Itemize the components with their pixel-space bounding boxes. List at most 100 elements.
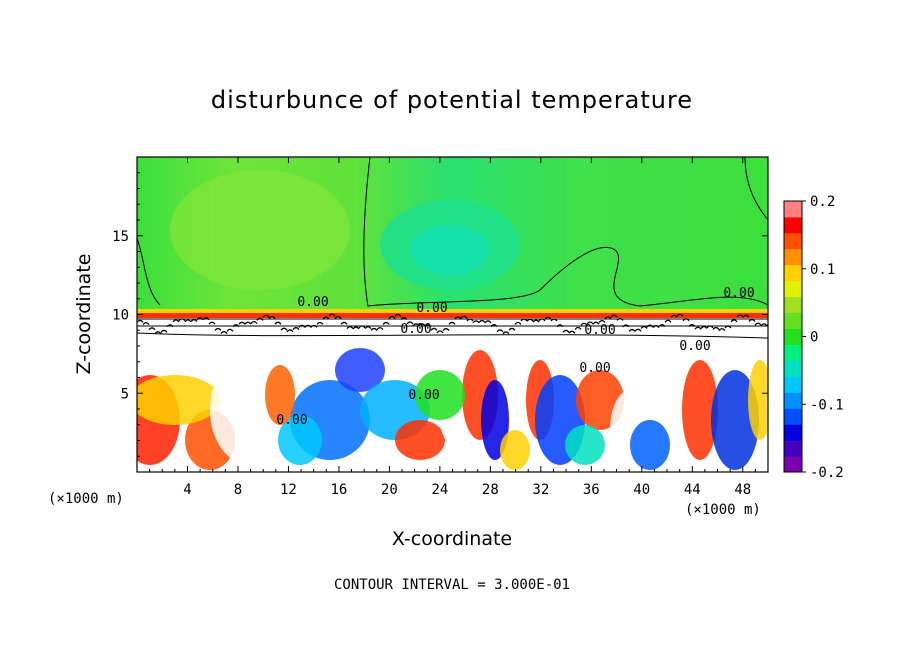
colorbar-swatch bbox=[784, 201, 802, 218]
contour-squiggle bbox=[154, 331, 162, 335]
contour-squiggle bbox=[676, 313, 684, 317]
y-axis-label: Z-coordinate bbox=[73, 253, 95, 375]
band-red bbox=[137, 313, 768, 318]
x-tick-label: 48 bbox=[734, 482, 751, 498]
field-blob bbox=[415, 370, 465, 420]
contour-lines bbox=[137, 157, 768, 339]
contour-squiggle bbox=[460, 315, 468, 319]
contour-line bbox=[137, 237, 161, 306]
contour-squiggle bbox=[532, 319, 540, 323]
contour-squiggle bbox=[214, 327, 222, 331]
colorbar-swatch bbox=[784, 424, 802, 441]
contour-squiggle bbox=[712, 326, 720, 330]
contour-line bbox=[744, 157, 768, 221]
contour-squiggle bbox=[562, 329, 570, 333]
field-blob bbox=[278, 415, 322, 465]
contour-squiggle bbox=[760, 323, 768, 327]
contour-squiggle bbox=[292, 327, 300, 330]
contour-squiggle bbox=[280, 327, 288, 331]
x-tick-label: 20 bbox=[381, 482, 398, 498]
x-tick-label: 36 bbox=[583, 482, 600, 498]
x-tick-label: 16 bbox=[330, 482, 347, 498]
contour-squiggle bbox=[304, 324, 312, 328]
contour-squiggle bbox=[262, 314, 270, 318]
contour-label: 0.00 bbox=[584, 323, 615, 338]
contour-squiggle bbox=[316, 321, 324, 325]
colorbar-tick-label: -0.2 bbox=[810, 465, 844, 481]
contour-squiggle bbox=[694, 326, 702, 330]
contour-squiggle bbox=[370, 327, 378, 331]
contour-squiggle bbox=[436, 330, 444, 334]
colorbar-tick-label: 0.1 bbox=[810, 262, 835, 278]
x-tick-label: 44 bbox=[684, 482, 701, 498]
field-blob bbox=[711, 370, 759, 470]
contour-squiggle bbox=[592, 321, 600, 325]
heatmap-field bbox=[137, 157, 768, 472]
field-blob bbox=[481, 380, 509, 460]
colorbar-swatch bbox=[784, 296, 802, 314]
contour-squiggle bbox=[220, 331, 228, 334]
contour-squiggle bbox=[502, 331, 510, 335]
contour-squiggle bbox=[160, 329, 168, 333]
contour-squiggle bbox=[340, 321, 348, 325]
colorbar-swatch bbox=[784, 376, 802, 393]
field-blob bbox=[137, 375, 220, 425]
contour-squiggle bbox=[394, 313, 402, 317]
x-axis-ticks: 4 8 12 16 20 24 28 32 36 40 44 48 bbox=[149, 157, 756, 498]
x-tick-label: 28 bbox=[482, 482, 499, 498]
contour-squiggle bbox=[286, 329, 294, 333]
contour-squiggle bbox=[598, 319, 606, 323]
contour-squiggle bbox=[478, 319, 486, 323]
colorbar-swatch bbox=[784, 344, 802, 361]
contour-squiggle bbox=[580, 322, 588, 326]
x-tick-label: 8 bbox=[234, 482, 242, 498]
contour-line bbox=[137, 332, 768, 339]
contour-squiggle bbox=[406, 321, 414, 325]
x-tick-label: 12 bbox=[280, 482, 297, 498]
band-yellow bbox=[137, 309, 768, 313]
contour-squiggle bbox=[352, 326, 360, 330]
contour-squiggle bbox=[334, 315, 342, 319]
contour-squiggle bbox=[388, 315, 396, 319]
colorbar-swatch bbox=[784, 456, 802, 473]
colorbar-tick-label: 0 bbox=[810, 330, 818, 346]
contour-squiggle bbox=[328, 313, 336, 317]
contour-squiggle bbox=[574, 326, 582, 330]
contour-squiggle bbox=[670, 314, 678, 318]
contour-squiggle bbox=[610, 314, 618, 318]
contour-labels: 0.00 0.00 0.00 0.00 0.00 0.00 0.00 0.00 0.00 bbox=[276, 286, 754, 428]
contour-squiggle bbox=[586, 321, 594, 325]
x-tick-label: 4 bbox=[183, 482, 191, 498]
colorbar-swatch bbox=[784, 408, 802, 425]
contour-squiggle bbox=[748, 318, 756, 322]
contour-squiggle bbox=[412, 323, 420, 327]
colorbar-swatch bbox=[784, 248, 802, 266]
chart-title: disturbunce of potential temperature bbox=[210, 86, 694, 114]
contour-squiggle bbox=[298, 324, 306, 328]
contour-squiggle bbox=[148, 327, 156, 331]
contour-squiggle bbox=[700, 325, 708, 329]
y-tick-label: 15 bbox=[112, 229, 129, 245]
colorbar-swatch bbox=[784, 392, 802, 409]
contour-label: 0.00 bbox=[408, 388, 439, 403]
contour-squiggle bbox=[730, 319, 738, 323]
contour-label: 0.00 bbox=[276, 413, 307, 428]
contour-interval-note: CONTOUR INTERVAL = 3.000E-01 bbox=[333, 577, 570, 593]
field-blob bbox=[565, 425, 605, 465]
contour-squiggle bbox=[256, 317, 264, 321]
contour-line bbox=[363, 157, 768, 307]
contour-squiggle bbox=[244, 321, 252, 325]
colorbar-swatch bbox=[784, 328, 802, 345]
contour-squiggle bbox=[172, 319, 180, 323]
contour-squiggle bbox=[250, 320, 258, 324]
colorbar-swatch bbox=[784, 232, 802, 250]
field-blob bbox=[335, 348, 385, 392]
contour-squiggle bbox=[346, 326, 354, 330]
y-tick-label: 10 bbox=[112, 308, 129, 324]
contour-squiggle bbox=[226, 328, 234, 332]
contour-label: 0.00 bbox=[723, 286, 754, 301]
contour-squiggle bbox=[472, 320, 480, 324]
contour-squiggle bbox=[364, 326, 372, 330]
contour-squiggle bbox=[238, 321, 246, 325]
x-tick-label: 24 bbox=[431, 482, 448, 498]
